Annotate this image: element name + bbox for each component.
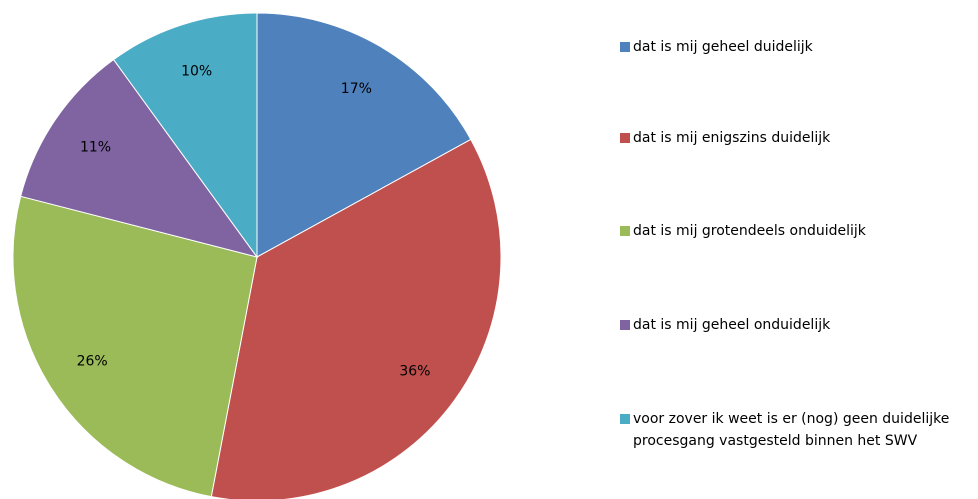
- data-label: 10%: [181, 63, 212, 79]
- pie-slice: [20, 58, 259, 258]
- legend-swatch: [620, 226, 630, 236]
- pie-slice: [210, 138, 502, 499]
- data-label: 11%: [80, 139, 111, 155]
- data-label: 26%: [77, 354, 108, 370]
- legend-label: dat is mij enigszins duidelijk: [633, 130, 831, 146]
- legend-label: dat is mij geheel duidelijk: [633, 39, 813, 55]
- legend-swatch: [620, 42, 630, 52]
- legend-item: dat is mij geheel duidelijk: [620, 36, 965, 58]
- legend-label: dat is mij grotendeels onduidelijk: [633, 223, 866, 239]
- data-label: 36%: [399, 364, 430, 380]
- pie-slice: [112, 12, 258, 259]
- pie-area: 17% 36% 26% 11% 10%: [12, 12, 502, 499]
- legend-label: voor zover ik weet is er (nog) geen duid…: [633, 411, 950, 449]
- data-label: 17%: [341, 81, 372, 97]
- legend-label: dat is mij geheel onduidelijk: [633, 317, 831, 333]
- legend-item: voor zover ik weet is er (nog) geen duid…: [620, 408, 965, 452]
- legend-item: dat is mij geheel onduidelijk: [620, 314, 965, 336]
- legend-swatch: [620, 133, 630, 143]
- legend-swatch: [620, 414, 630, 424]
- legend-swatch: [620, 320, 630, 330]
- legend-item: dat is mij grotendeels onduidelijk: [620, 220, 965, 242]
- legend-item: dat is mij enigszins duidelijk: [620, 127, 965, 149]
- pie-slice: [256, 12, 472, 258]
- pie-slice: [12, 195, 258, 498]
